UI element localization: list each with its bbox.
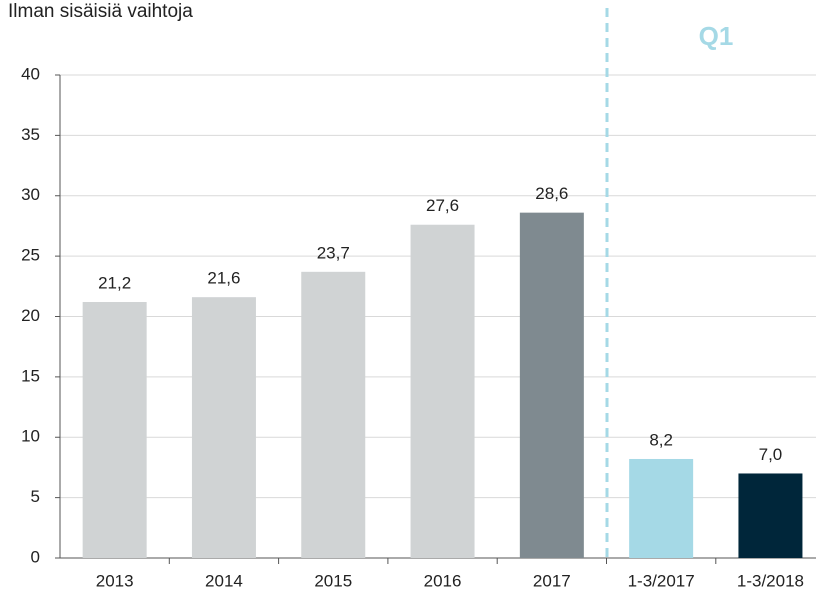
value-label: 21,6 [207,269,240,288]
y-tick-label: 0 [31,547,40,566]
x-tick-label: 2014 [205,571,243,590]
y-tick-label: 20 [21,306,40,325]
bar [82,302,147,558]
value-label: 7,0 [759,445,783,464]
x-tick-label: 1-3/2017 [628,571,695,590]
value-label: 23,7 [317,243,350,262]
bar [191,297,256,558]
value-label: 8,2 [649,430,673,449]
y-tick-label: 10 [21,427,40,446]
y-tick-label: 40 [21,64,40,83]
x-tick-label: 2013 [96,571,134,590]
bar [738,473,803,558]
annotation: Q1 [699,21,734,51]
bar [629,458,694,558]
x-tick-label: 2015 [314,571,352,590]
value-label: 27,6 [426,196,459,215]
value-label: 21,2 [98,273,131,292]
bar [519,212,584,558]
bar [301,271,366,558]
value-label: 28,6 [535,184,568,203]
chart-subtitle: Ilman sisäisiä vaihtoja [8,1,193,22]
y-tick-label: 25 [21,246,40,265]
y-tick-label: 5 [31,487,40,506]
y-tick-label: 15 [21,366,40,385]
x-tick-label: 2016 [424,571,462,590]
bar [410,224,475,559]
x-tick-label: 1-3/2018 [737,571,804,590]
y-tick-label: 35 [21,125,40,144]
y-tick-label: 30 [21,185,40,204]
x-tick-label: 2017 [533,571,571,590]
